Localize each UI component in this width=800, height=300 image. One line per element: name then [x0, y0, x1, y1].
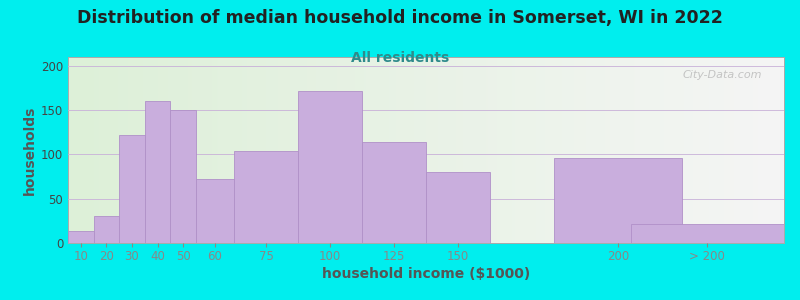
Bar [68, 232, 94, 243]
Bar [119, 135, 145, 243]
X-axis label: household income ($1000): household income ($1000) [322, 267, 530, 281]
Bar [362, 142, 426, 243]
Bar [196, 179, 234, 243]
Text: City-Data.com: City-Data.com [683, 70, 762, 80]
Bar [426, 172, 490, 243]
Bar [145, 101, 170, 243]
Text: All residents: All residents [351, 51, 449, 65]
Bar [298, 91, 362, 243]
Bar [234, 151, 298, 243]
Bar [554, 158, 682, 243]
Bar [94, 216, 119, 243]
Bar [630, 224, 784, 243]
Y-axis label: households: households [22, 105, 37, 195]
Bar [170, 110, 196, 243]
Text: Distribution of median household income in Somerset, WI in 2022: Distribution of median household income … [77, 9, 723, 27]
